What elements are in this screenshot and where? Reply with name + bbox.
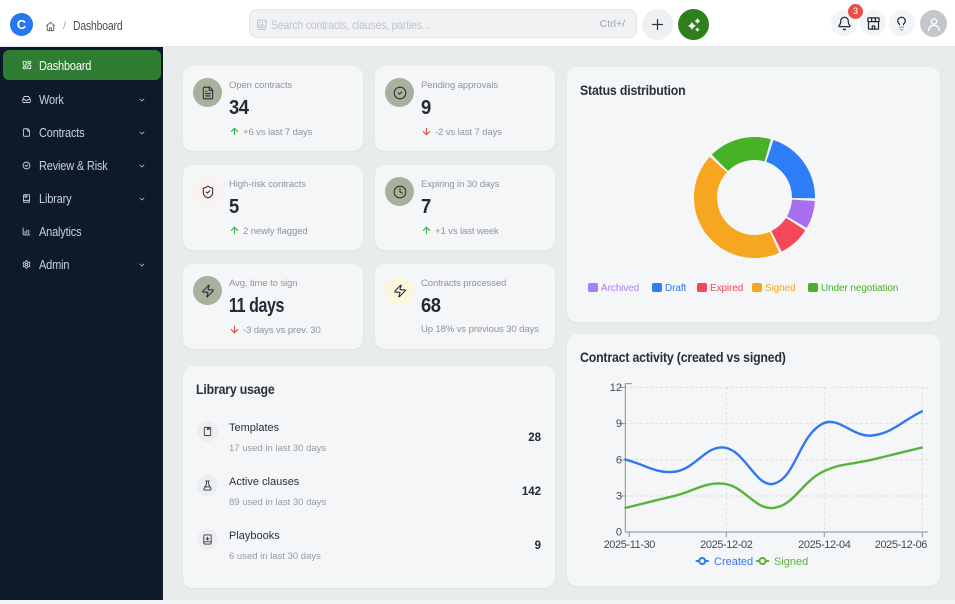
svg-text:2025-12-04: 2025-12-04 — [798, 539, 851, 551]
svg-text:Created: Created — [714, 556, 753, 568]
svg-text:2025-12-06: 2025-12-06 — [875, 539, 928, 551]
svg-text:2025-12-02: 2025-12-02 — [700, 539, 753, 551]
svg-text:9: 9 — [616, 418, 622, 430]
svg-text:0: 0 — [616, 527, 622, 539]
svg-text:12: 12 — [610, 382, 622, 394]
svg-text:6: 6 — [616, 454, 622, 466]
svg-text:3: 3 — [616, 491, 622, 503]
svg-text:2025-11-30: 2025-11-30 — [604, 539, 656, 551]
svg-text:Signed: Signed — [774, 556, 808, 568]
